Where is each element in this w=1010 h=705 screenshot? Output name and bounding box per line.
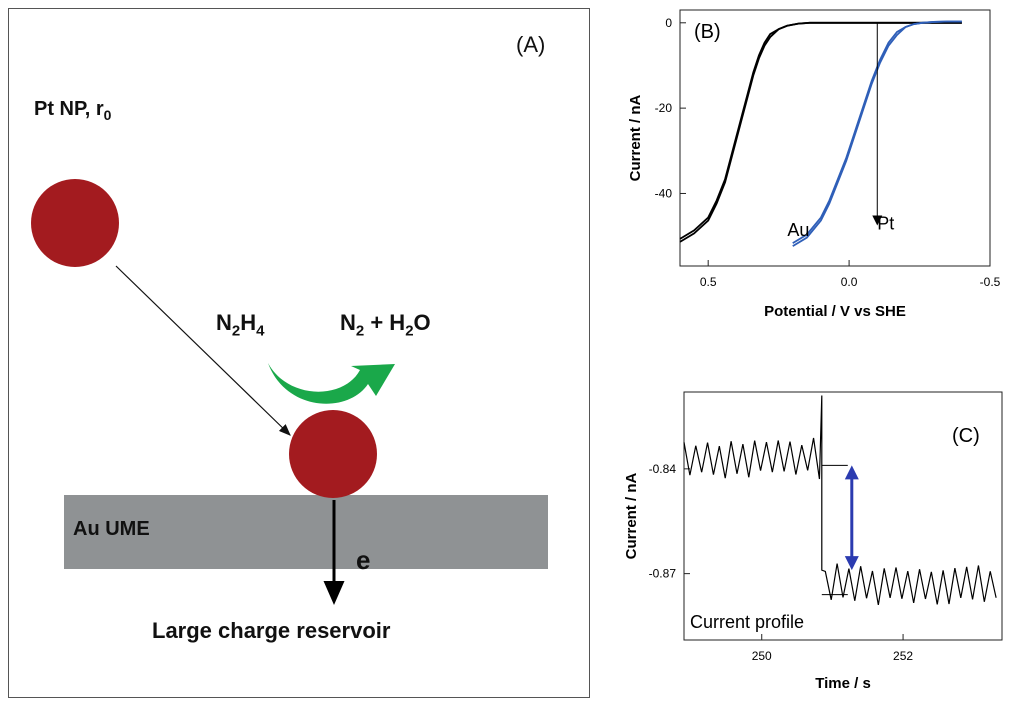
- green-reaction-arrow: [268, 363, 395, 404]
- chart-c-ylabel: Current / nA: [623, 473, 640, 560]
- chart-c-xlabel: Time / s: [815, 675, 871, 692]
- reactant-base: N: [216, 310, 232, 335]
- chart-b-series-pt-trace-2: [792, 20, 962, 247]
- panel-a-border: [8, 8, 590, 698]
- chart-b-series-au-trace-2: [679, 21, 962, 243]
- chart-c-current-trace: [683, 395, 997, 606]
- chart-c: 250 252 -0.84 -0.87 Time / s Current / nA (C) C…: [623, 391, 1003, 692]
- pt-np-label: Pt NP, r0: [34, 98, 111, 123]
- chart-b-ytick-label-2: -40: [655, 186, 673, 200]
- chart-c-ytick-label-1: -0.87: [649, 567, 677, 581]
- reservoir-label: Large charge reservoir: [152, 618, 391, 643]
- chart-c-step-marker-head-bottom: [844, 556, 859, 571]
- electron-label: e: [356, 545, 371, 575]
- au-ume-label: Au UME: [73, 518, 150, 540]
- product-h-sub: 2: [405, 322, 414, 340]
- product-n-sub: 2: [355, 322, 365, 340]
- chart-c-annotation-current-profile: Current profile: [690, 612, 804, 632]
- pt-np-label-main: Pt NP, r: [34, 98, 104, 120]
- chart-b-series-au-trace-1: [679, 21, 962, 240]
- panel-a: (A) Pt NP, r0 N2H4 N2 + H2O Au UME e Lar…: [8, 8, 590, 698]
- chart-b-xlabel: Potential / V vs SHE: [764, 303, 906, 320]
- product-n: N: [340, 310, 356, 335]
- chart-b-frame: [679, 9, 991, 267]
- pt-nanoparticle-free: [31, 179, 119, 267]
- chart-c-panel-label: (C): [952, 425, 980, 447]
- pt-nanoparticle-collided: [289, 410, 377, 498]
- product-label: N2 + H2O: [340, 310, 431, 339]
- chart-b-shift-arrow-head: [872, 215, 883, 226]
- chart-b-annotation-pt: Pt: [877, 214, 894, 234]
- chart-b-xtick-label-2: -0.5: [980, 275, 1001, 289]
- chart-c-xtick-label-0: 250: [752, 649, 772, 663]
- reactant-mid: H: [240, 310, 257, 335]
- chart-c-step-marker-head-top: [844, 465, 859, 480]
- reactant-sub1: 2: [231, 322, 241, 340]
- chart-b-panel-label: (B): [694, 21, 721, 43]
- au-ume-electrode: [64, 495, 548, 569]
- product-o: O: [413, 310, 431, 335]
- chart-b-ylabel: Current / nA: [627, 95, 644, 182]
- chart-b-ytick-label-0: 0: [665, 16, 672, 30]
- chart-b: 0.5 0.0 -0.5 0 -20 -40 Potential / V vs SHE Cur…: [627, 9, 1001, 320]
- panel-a-diagram: [8, 8, 590, 698]
- product-plus-h: + H: [364, 310, 406, 335]
- chart-b-xtick-label-1: 0.0: [841, 275, 858, 289]
- chart-b-xtick-label-0: 0.5: [700, 275, 717, 289]
- chart-c-xtick-label-1: 252: [893, 649, 913, 663]
- reactant-sub2: 4: [256, 322, 265, 340]
- chart-c-frame: [683, 391, 1003, 641]
- chart-b-ytick-label-1: -20: [655, 101, 673, 115]
- trajectory-arrow: [115, 265, 291, 436]
- chart-c-ytick-label-0: -0.84: [649, 462, 677, 476]
- chart-b-annotation-au: Au: [787, 220, 809, 240]
- pt-np-label-sub: 0: [103, 107, 112, 123]
- panel-a-label: (A): [516, 32, 546, 57]
- reactant-label: N2H4: [216, 310, 264, 339]
